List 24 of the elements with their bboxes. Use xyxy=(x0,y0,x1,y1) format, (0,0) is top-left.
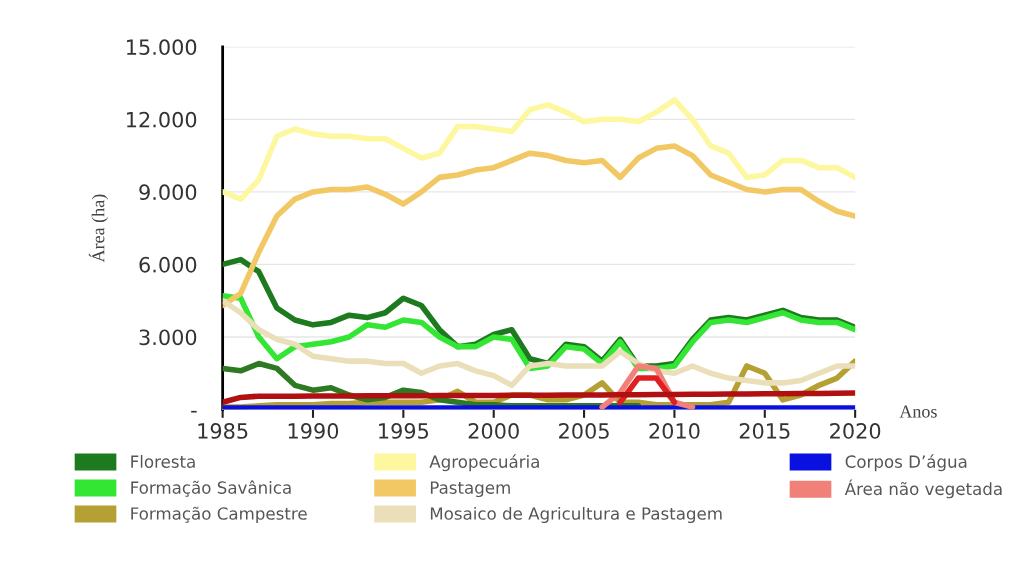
legend-label: Pastagem xyxy=(430,481,510,498)
y-tick-label: 15.000 xyxy=(127,39,197,56)
y-tick-label: - xyxy=(191,410,197,413)
y-tick-label: 6.000 xyxy=(139,256,197,273)
x-tick-label: 1985 xyxy=(198,423,248,439)
x-tick-label: 2000 xyxy=(468,423,519,439)
legend-label: Agropecuária xyxy=(429,454,539,472)
y-tick-label: 12.000 xyxy=(127,111,197,128)
legend-label: Corpos D’água xyxy=(845,454,967,472)
x-tick-label: 2020 xyxy=(830,423,881,439)
legend-label: Formação Savânica xyxy=(131,480,291,497)
legend-label: Mosaico de Agricultura e Pastagem xyxy=(430,506,722,524)
y-axis-title: Área (ha) xyxy=(88,194,109,263)
legend-label: Floresta xyxy=(131,455,195,468)
y-tick-label: 9.000 xyxy=(139,184,197,201)
legend-label: Área não vegetada xyxy=(844,479,1002,499)
x-tick-label: 2005 xyxy=(559,423,609,439)
x-tick-label: 2010 xyxy=(649,423,700,439)
x-axis-title: Anos xyxy=(899,405,937,418)
x-tick-label: 1990 xyxy=(288,423,339,439)
x-tick-label: 1995 xyxy=(379,423,429,439)
x-tick-label: 2015 xyxy=(739,423,790,439)
y-tick-label: 3.000 xyxy=(139,329,197,346)
legend-label: Formação Campestre xyxy=(131,506,307,524)
